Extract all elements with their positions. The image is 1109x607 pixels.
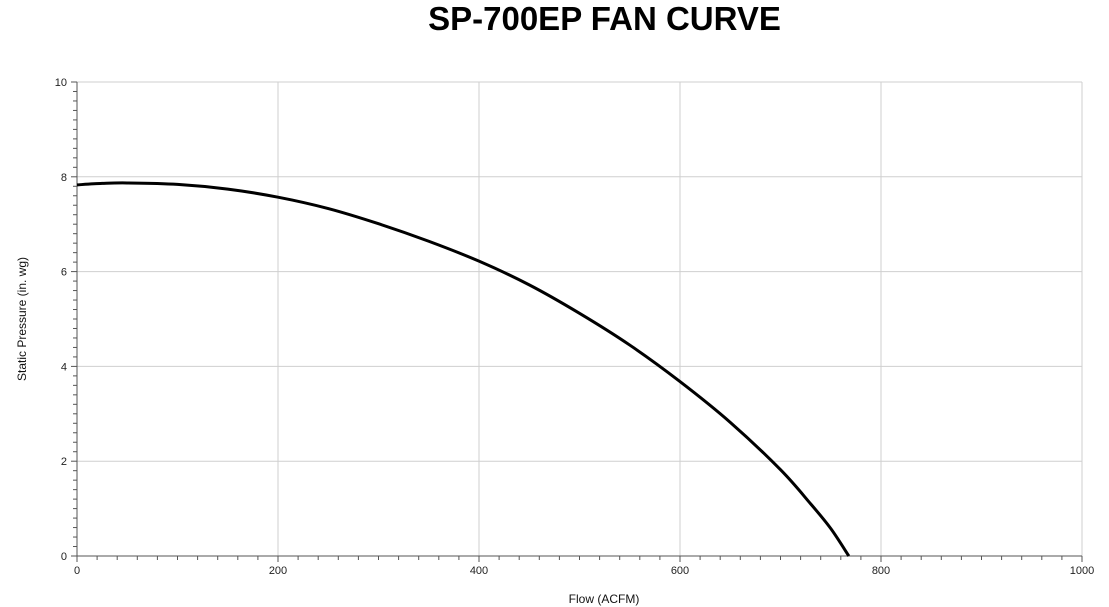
x-tick-label: 800 — [872, 565, 890, 577]
chart-title: SP-700EP FAN CURVE — [428, 0, 781, 37]
tick-labels: 0 200 400 600 800 1000 0 2 4 6 8 10 — [55, 77, 1094, 577]
y-tick-label: 8 — [61, 172, 67, 184]
y-tick-label: 10 — [55, 77, 67, 89]
y-tick-label: 0 — [61, 551, 67, 563]
y-tick-label: 4 — [61, 361, 67, 373]
y-axis-label: Static Pressure (in. wg) — [15, 257, 29, 381]
x-axis-label: Flow (ACFM) — [569, 592, 640, 606]
axes — [76, 82, 1082, 557]
fan-curve-line — [76, 181, 851, 557]
plot-area — [76, 181, 851, 557]
x-tick-label: 600 — [671, 565, 689, 577]
y-tick-label: 2 — [61, 456, 67, 468]
y-tick-label: 6 — [61, 267, 67, 279]
x-tick-label: 200 — [269, 565, 287, 577]
ticks — [71, 81, 1083, 562]
x-tick-label: 1000 — [1070, 565, 1094, 577]
x-tick-label: 400 — [470, 565, 488, 577]
grid — [77, 81, 1083, 556]
x-tick-label: 0 — [74, 565, 80, 577]
